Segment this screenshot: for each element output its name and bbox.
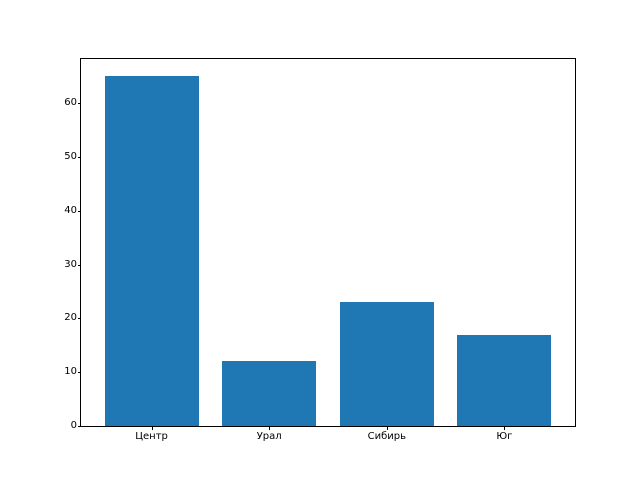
y-axis-tick-mark (77, 264, 81, 266)
chart-axes: 0 10 20 30 40 50 60 Центр Урал Сибирь Юг (64, 58, 576, 442)
y-axis-tick-mark (77, 318, 81, 320)
y-axis-tick-label: 50 (64, 151, 77, 163)
x-axis-tick-label: Центр (135, 431, 168, 442)
bar (222, 361, 317, 426)
y-axis-tick-label: 60 (64, 97, 77, 109)
y-axis-tick-label: 30 (64, 258, 77, 270)
y-axis-tick-label: 20 (64, 312, 77, 324)
y-axis-tick-mark (77, 157, 81, 159)
bar (339, 302, 434, 426)
x-axis-tick-mark (269, 426, 271, 430)
y-axis-tick-mark (77, 103, 81, 105)
y-axis-tick-label: 0 (70, 420, 77, 431)
x-axis-tick-label: Сибирь (367, 431, 406, 442)
x-axis-tick-mark (386, 426, 388, 430)
y-axis-tick-mark (77, 426, 81, 427)
plot-area: 0 10 20 30 40 50 60 Центр Урал Сибирь Юг (64, 59, 575, 442)
y-axis-tick-mark (77, 210, 81, 212)
x-axis-tick-label: Юг (496, 431, 513, 442)
y-axis-tick-label: 10 (64, 366, 77, 378)
y-axis-tick-label: 40 (64, 204, 77, 216)
x-axis-tick-label: Урал (256, 431, 282, 442)
bar (457, 334, 552, 426)
bar (104, 76, 199, 426)
x-axis-tick-mark (151, 426, 153, 430)
x-axis-tick-mark (504, 426, 506, 430)
y-axis-tick-mark (77, 372, 81, 374)
